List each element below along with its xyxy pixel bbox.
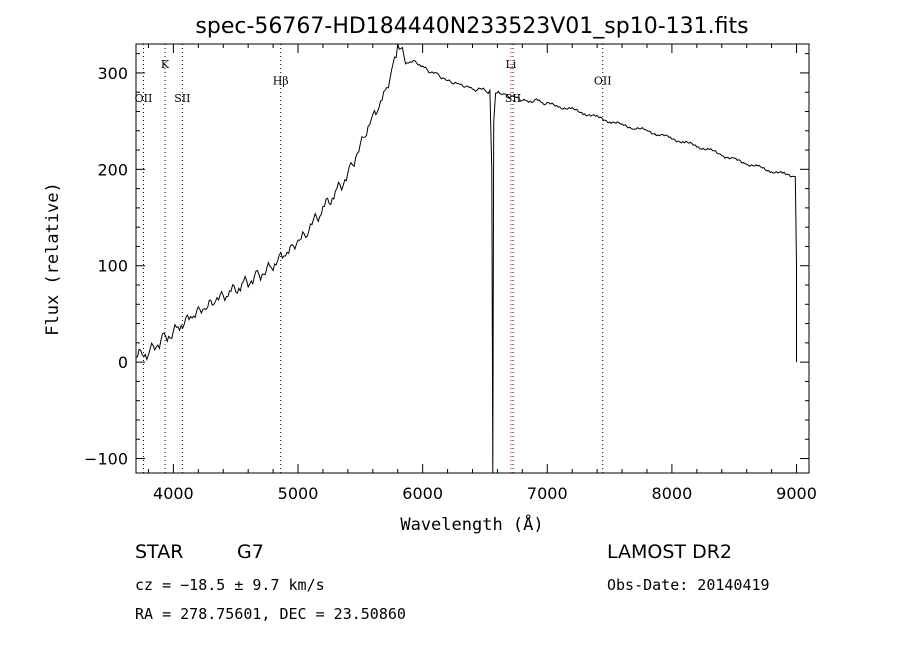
plot-frame bbox=[135, 43, 810, 474]
x-tick-label: 9000 bbox=[776, 484, 817, 503]
spectral-line-label: OII bbox=[594, 74, 612, 87]
spectral-line-markers: OII K SII Hβ Li SII OII bbox=[135, 44, 612, 473]
x-tick-label: 5000 bbox=[278, 484, 319, 503]
spectral-line-label: K bbox=[161, 58, 170, 71]
y-tick-label: 100 bbox=[97, 257, 128, 276]
spectral-line-label: Li bbox=[505, 58, 516, 71]
object-class: STAR bbox=[135, 541, 184, 563]
axis-ticks: 4000 5000 6000 7000 8000 9000 −100 0 100 200 300 bbox=[84, 44, 817, 503]
y-tick-label: 0 bbox=[118, 353, 128, 372]
y-tick-label: 300 bbox=[97, 64, 128, 83]
chart-title: spec-56767-HD184440N233523V01_sp10-131.f… bbox=[195, 14, 748, 39]
x-tick-label: 8000 bbox=[652, 484, 693, 503]
coordinates: RA = 278.75601, DEC = 23.50860 bbox=[135, 605, 406, 623]
y-tick-label: −100 bbox=[84, 450, 128, 469]
x-tick-label: 7000 bbox=[527, 484, 568, 503]
y-tick-label: 200 bbox=[97, 160, 128, 179]
spectral-line-label: OII bbox=[135, 92, 153, 105]
x-tick-label: 4000 bbox=[153, 484, 194, 503]
spectrum-line bbox=[135, 43, 797, 474]
x-axis-label: Wavelength (Å) bbox=[400, 513, 543, 535]
spectral-line-label: Hβ bbox=[273, 74, 289, 87]
object-subclass: G7 bbox=[237, 541, 264, 563]
spectral-line-label: SII bbox=[505, 92, 521, 105]
redshift-cz: cz = −18.5 ± 9.7 km/s bbox=[135, 576, 325, 594]
observation-date: Obs-Date: 20140419 bbox=[607, 576, 770, 594]
spectrum-series bbox=[135, 43, 797, 474]
y-axis-label: Flux (relative) bbox=[43, 182, 63, 336]
spectral-line-label: SII bbox=[174, 92, 190, 105]
survey-name: LAMOST DR2 bbox=[607, 541, 732, 563]
x-tick-label: 6000 bbox=[402, 484, 443, 503]
